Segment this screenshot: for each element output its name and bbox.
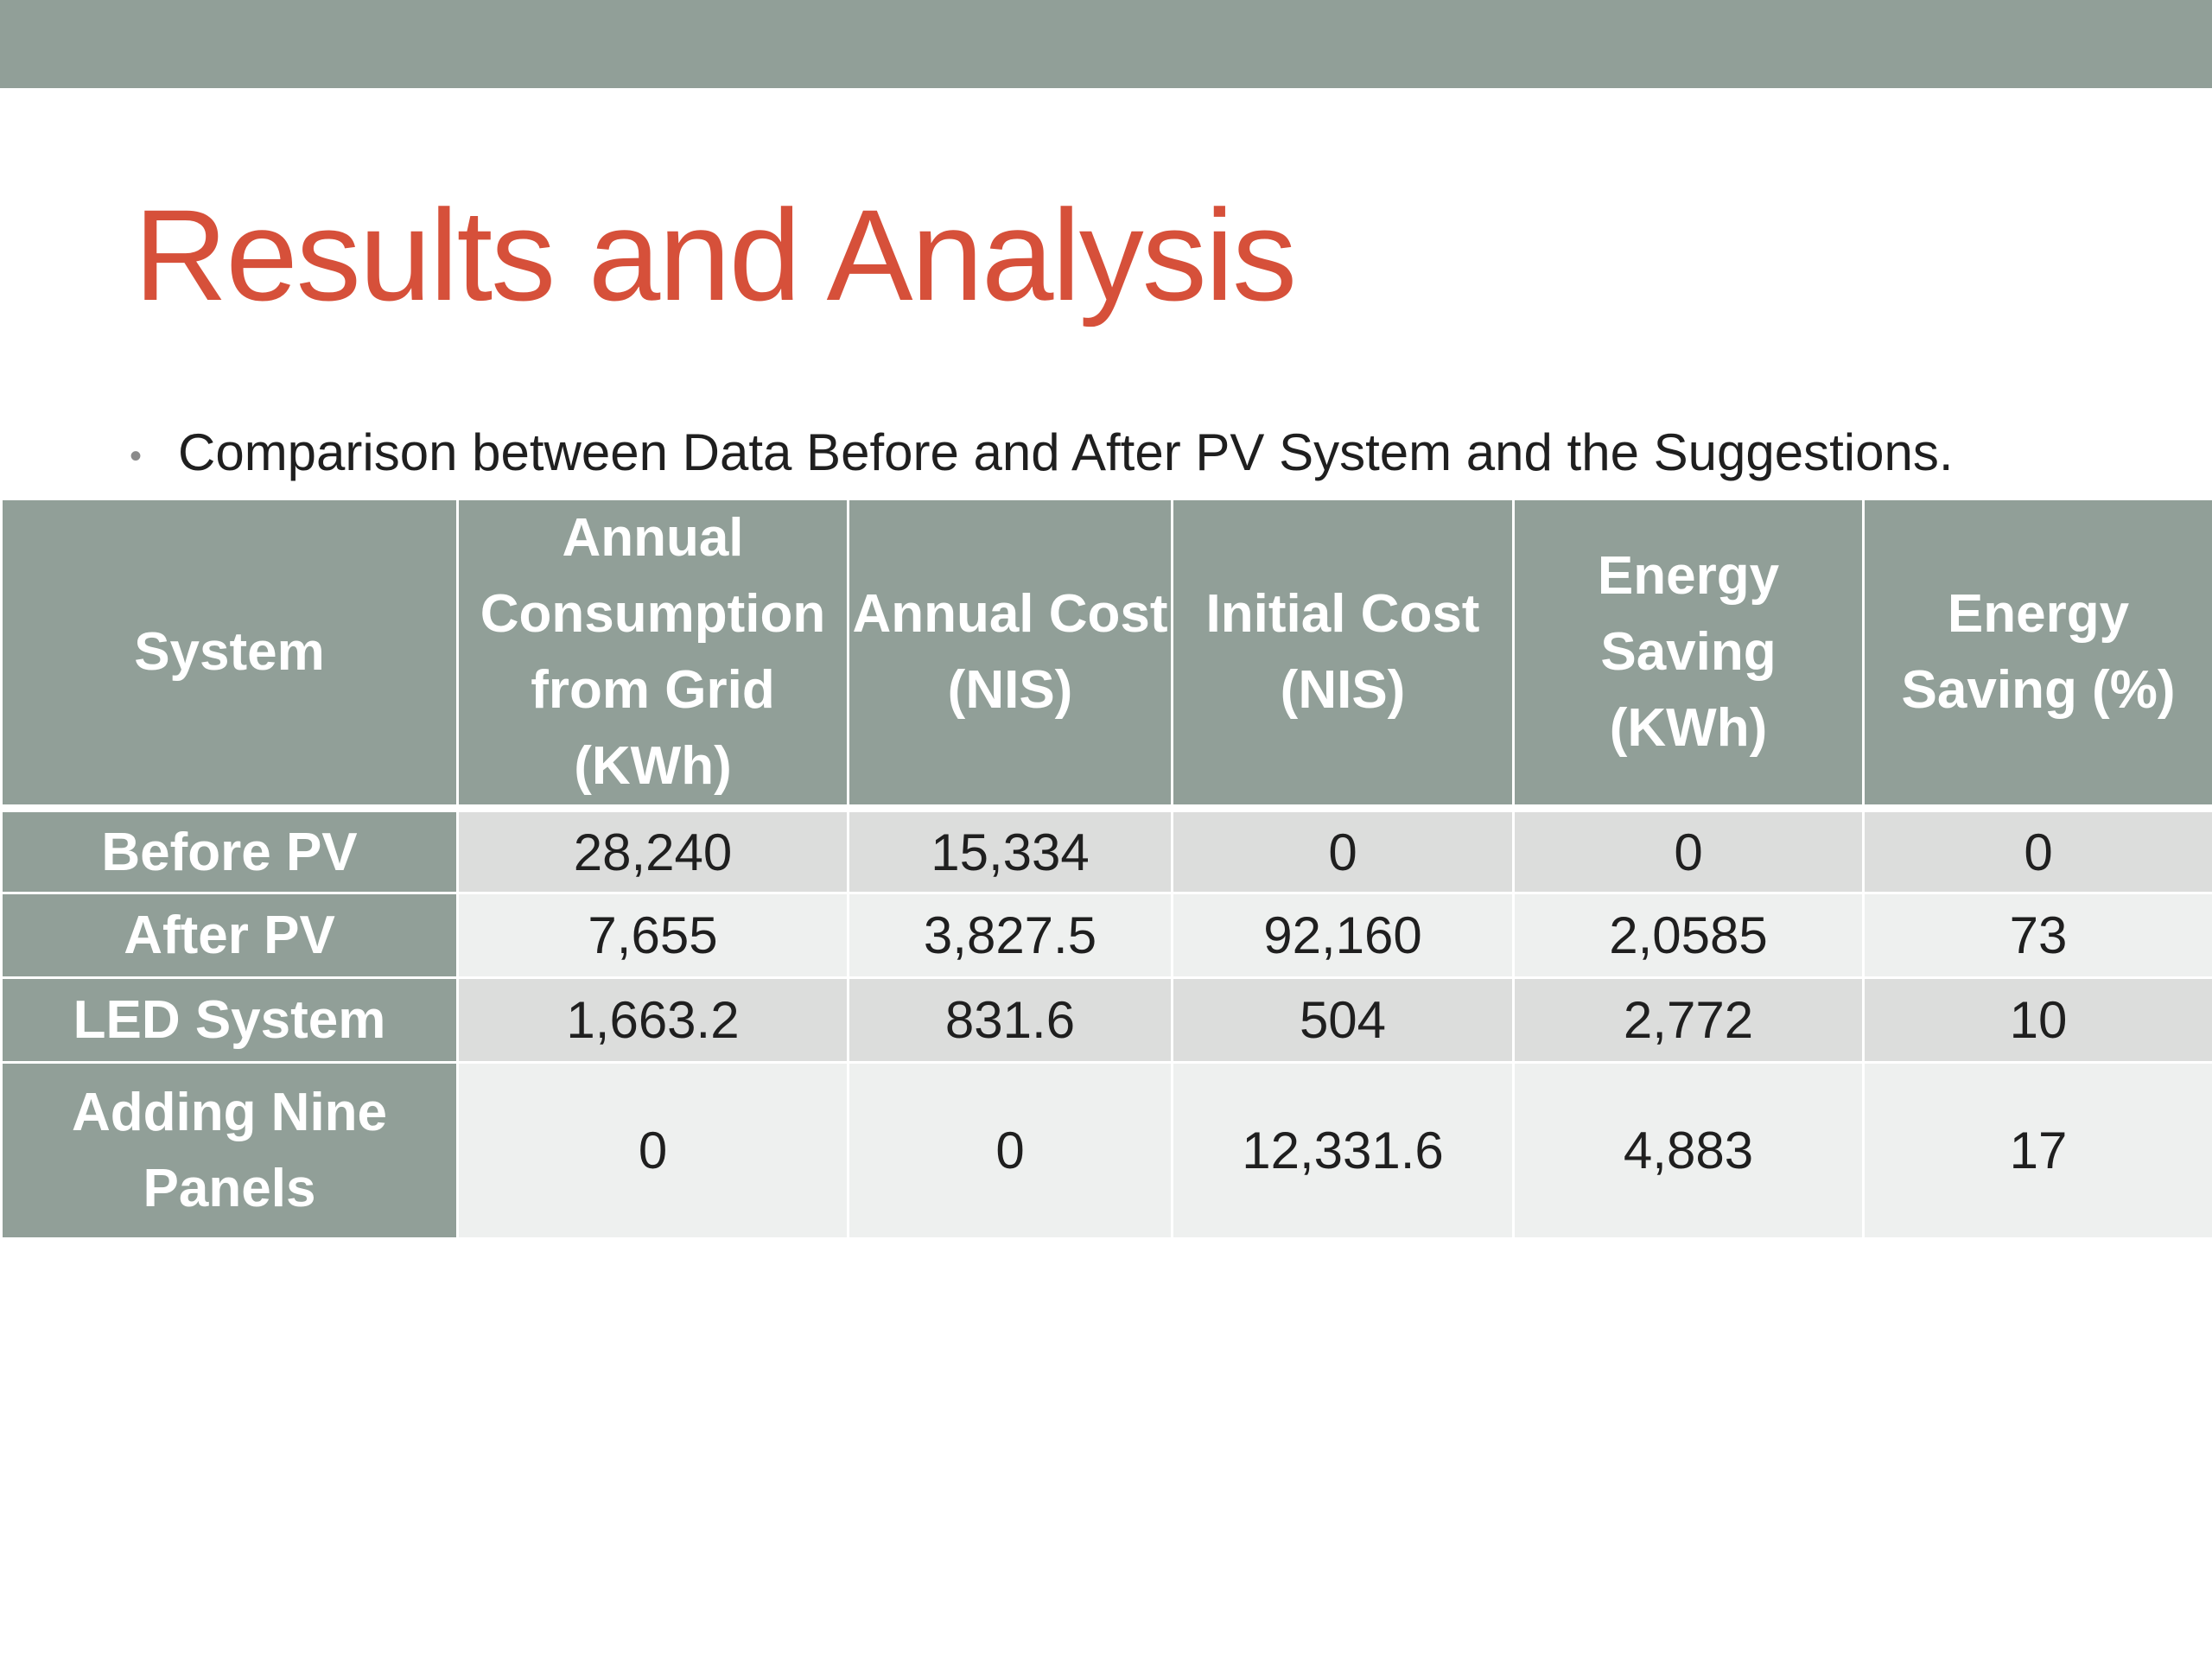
cell-consumption: 1,663.2 xyxy=(456,976,849,1064)
cell-annual-cost: 0 xyxy=(847,1061,1173,1240)
cell-saving-pct: 17 xyxy=(1862,1061,2212,1240)
cell-saving-pct: 0 xyxy=(1862,807,2212,894)
column-header-consumption: Annual Consumption from Grid (KWh) xyxy=(456,498,849,812)
bullet-dot-icon: • xyxy=(130,437,143,476)
bullet-text: Comparison between Data Before and After… xyxy=(178,423,1954,481)
cell-initial-cost: 0 xyxy=(1171,807,1515,894)
table-header-row: System Annual Consumption from Grid (KWh… xyxy=(0,498,2212,812)
bullet-item: • Comparison between Data Before and Afte… xyxy=(130,422,1954,487)
row-label: Adding Nine Panels xyxy=(0,1061,459,1240)
column-header-initial-cost: Initial Cost (NIS) xyxy=(1171,498,1515,812)
cell-saving-pct: 73 xyxy=(1862,892,2212,979)
cell-saving-kwh: 2,772 xyxy=(1512,976,1865,1064)
cell-annual-cost: 831.6 xyxy=(847,976,1173,1064)
cell-saving-kwh: 2,0585 xyxy=(1512,892,1865,979)
cell-saving-kwh: 0 xyxy=(1512,807,1865,894)
slide-title: Results and Analysis xyxy=(134,182,1297,327)
table-row: After PV 7,655 3,827.5 92,160 2,0585 73 xyxy=(0,892,2212,979)
cell-annual-cost: 15,334 xyxy=(847,807,1173,894)
column-header-saving-kwh: Energy Saving (KWh) xyxy=(1512,498,1865,812)
cell-initial-cost: 92,160 xyxy=(1171,892,1515,979)
table-row: LED System 1,663.2 831.6 504 2,772 10 xyxy=(0,976,2212,1064)
cell-consumption: 28,240 xyxy=(456,807,849,894)
comparison-table: System Annual Consumption from Grid (KWh… xyxy=(0,498,2212,1240)
top-banner xyxy=(0,0,2212,88)
row-label: LED System xyxy=(0,976,459,1064)
cell-saving-kwh: 4,883 xyxy=(1512,1061,1865,1240)
cell-initial-cost: 12,331.6 xyxy=(1171,1061,1515,1240)
column-header-system: System xyxy=(0,498,459,812)
row-label: After PV xyxy=(0,892,459,979)
column-header-saving-pct: Energy Saving (%) xyxy=(1862,498,2212,812)
column-header-annual-cost: Annual Cost (NIS) xyxy=(847,498,1173,812)
row-label: Before PV xyxy=(0,807,459,894)
cell-annual-cost: 3,827.5 xyxy=(847,892,1173,979)
cell-initial-cost: 504 xyxy=(1171,976,1515,1064)
cell-consumption: 0 xyxy=(456,1061,849,1240)
table-row: Before PV 28,240 15,334 0 0 0 xyxy=(0,807,2212,894)
table-row: Adding Nine Panels 0 0 12,331.6 4,883 17 xyxy=(0,1061,2212,1240)
cell-consumption: 7,655 xyxy=(456,892,849,979)
cell-saving-pct: 10 xyxy=(1862,976,2212,1064)
